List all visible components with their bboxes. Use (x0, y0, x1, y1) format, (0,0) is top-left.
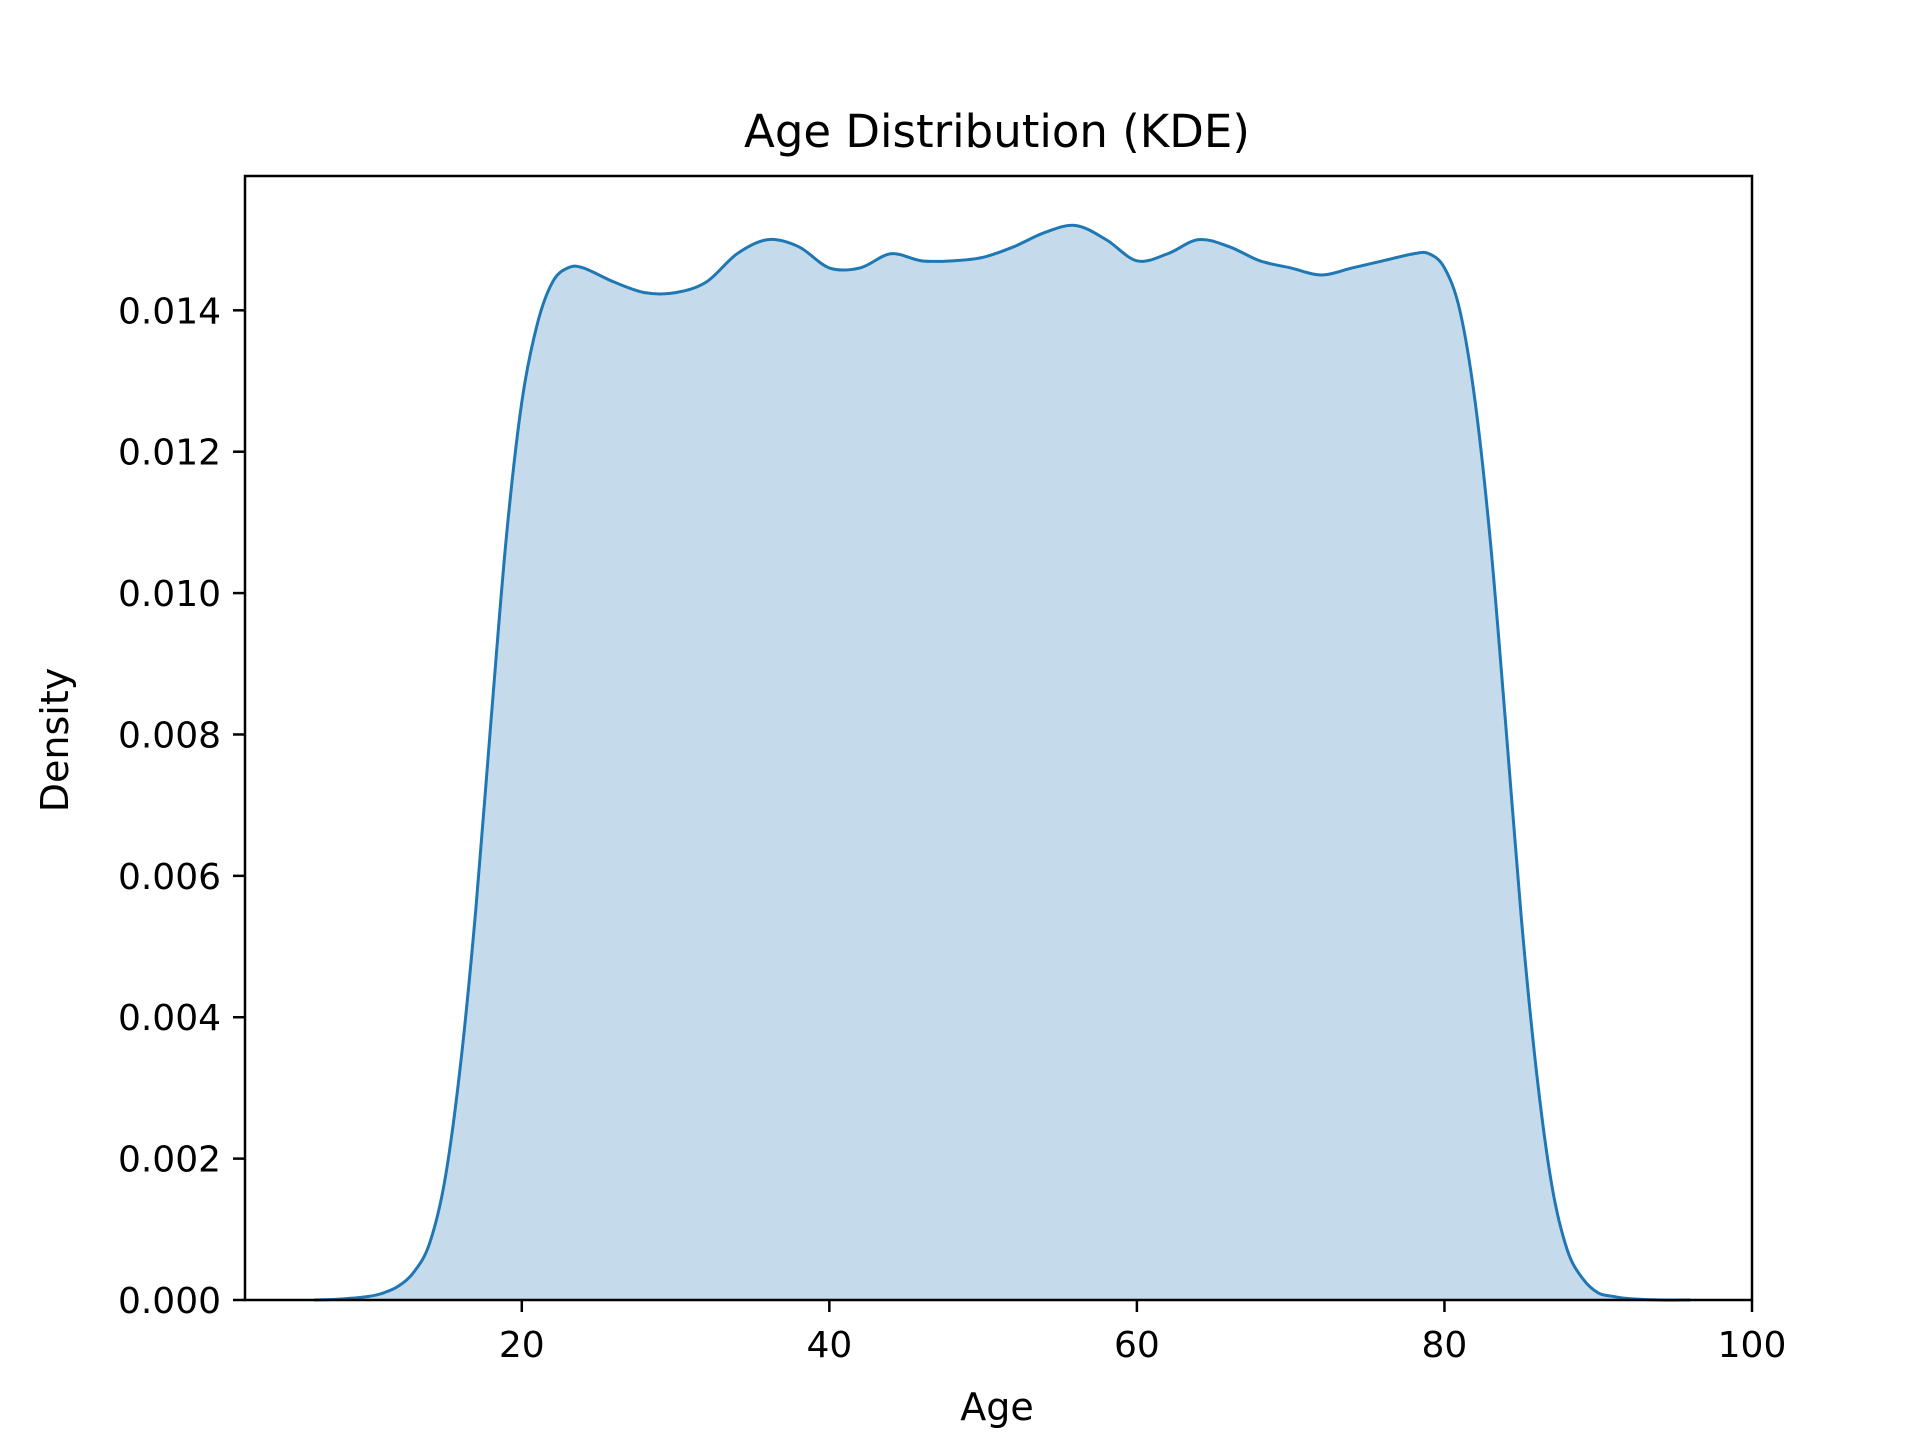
y-axis-ticks: 0.000 0.002 0.004 0.006 0.008 0.010 0.012 0.014 (118, 291, 245, 1322)
y-tick-label: 0.010 (118, 574, 221, 615)
x-tick-label: 60 (1114, 1325, 1160, 1366)
plot-area (314, 223, 1691, 1302)
x-axis-label: Age (960, 1385, 1034, 1429)
y-tick-label: 0.000 (118, 1281, 221, 1322)
axes-frame (243, 174, 1754, 1302)
x-axis-ticks: 20 40 60 80 100 (499, 1300, 1786, 1366)
y-tick-label: 0.006 (118, 857, 221, 898)
y-tick-label: 0.004 (118, 998, 221, 1039)
density-curve-line (314, 223, 1691, 1302)
y-axis-label: Density (33, 668, 77, 812)
y-tick-label: 0.008 (118, 715, 221, 756)
x-tick-label: 100 (1718, 1325, 1787, 1366)
density-fill-area (314, 225, 1691, 1301)
y-tick-label: 0.002 (118, 1140, 221, 1181)
x-tick-label: 80 (1422, 1325, 1468, 1366)
x-tick-label: 40 (806, 1325, 852, 1366)
x-tick-label: 20 (499, 1325, 545, 1366)
y-tick-label: 0.014 (118, 291, 221, 332)
chart-title: Age Distribution (KDE) (744, 105, 1250, 158)
y-tick-label: 0.012 (118, 433, 221, 474)
